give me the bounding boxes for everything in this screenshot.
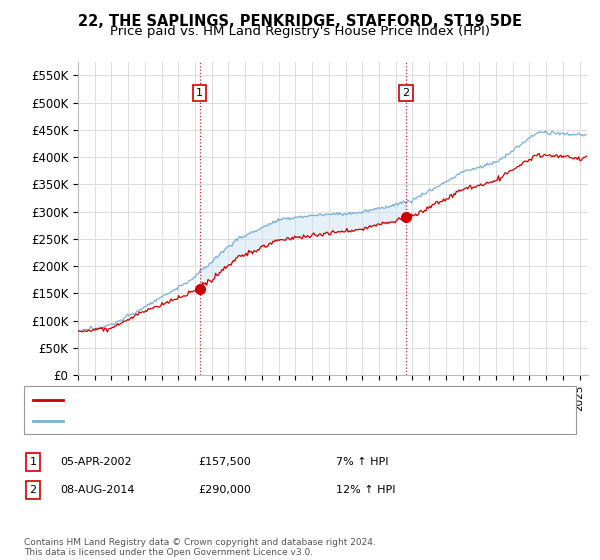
Text: 7% ↑ HPI: 7% ↑ HPI — [336, 457, 389, 467]
Text: 12% ↑ HPI: 12% ↑ HPI — [336, 485, 395, 495]
Text: 1: 1 — [196, 88, 203, 98]
Text: 2: 2 — [402, 88, 409, 98]
Text: Price paid vs. HM Land Registry's House Price Index (HPI): Price paid vs. HM Land Registry's House … — [110, 25, 490, 38]
Text: £157,500: £157,500 — [198, 457, 251, 467]
Text: 22, THE SAPLINGS, PENKRIDGE, STAFFORD, ST19 5DE: 22, THE SAPLINGS, PENKRIDGE, STAFFORD, S… — [78, 14, 522, 29]
Text: Contains HM Land Registry data © Crown copyright and database right 2024.
This d: Contains HM Land Registry data © Crown c… — [24, 538, 376, 557]
Text: 22, THE SAPLINGS, PENKRIDGE, STAFFORD, ST19 5DE (detached house): 22, THE SAPLINGS, PENKRIDGE, STAFFORD, S… — [69, 395, 463, 405]
Text: 2: 2 — [29, 485, 37, 495]
Text: 05-APR-2002: 05-APR-2002 — [60, 457, 131, 467]
Text: 08-AUG-2014: 08-AUG-2014 — [60, 485, 134, 495]
Text: £290,000: £290,000 — [198, 485, 251, 495]
Text: HPI: Average price, detached house, South Staffordshire: HPI: Average price, detached house, Sout… — [69, 416, 377, 426]
Text: 1: 1 — [29, 457, 37, 467]
